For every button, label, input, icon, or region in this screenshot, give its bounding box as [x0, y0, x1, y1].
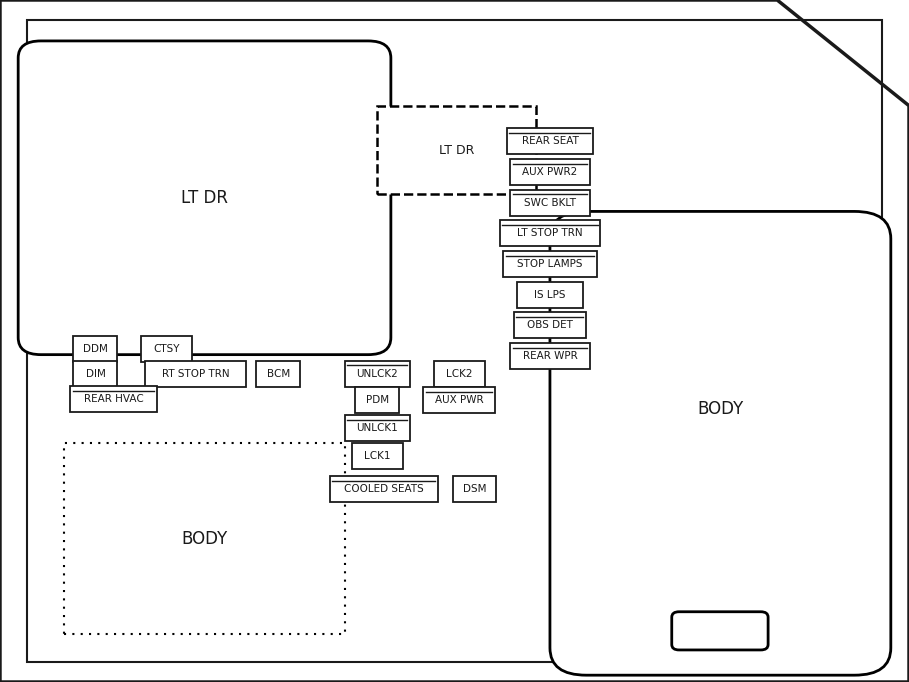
Text: UNLCK2: UNLCK2 [356, 369, 398, 379]
Text: PDM: PDM [365, 396, 389, 405]
Bar [74, 336, 117, 362]
Bar [355, 387, 399, 413]
Text: BCM: BCM [266, 369, 290, 379]
Bar [517, 282, 583, 308]
Bar [510, 190, 590, 216]
Text: LT DR: LT DR [439, 143, 474, 157]
FancyBboxPatch shape [18, 41, 391, 355]
FancyBboxPatch shape [550, 211, 891, 675]
Bar [345, 361, 410, 387]
Text: RT STOP TRN: RT STOP TRN [162, 369, 229, 379]
Bar [345, 415, 410, 441]
Text: OBS DET: OBS DET [527, 321, 573, 330]
Bar [70, 386, 157, 412]
Bar [423, 387, 495, 413]
Bar [506, 128, 594, 154]
Text: DIM: DIM [85, 369, 105, 379]
Bar [377, 106, 536, 194]
Text: LCK1: LCK1 [364, 451, 391, 460]
Text: AUX PWR2: AUX PWR2 [523, 167, 577, 177]
Text: DSM: DSM [463, 484, 486, 494]
Text: REAR HVAC: REAR HVAC [84, 394, 144, 404]
Text: STOP LAMPS: STOP LAMPS [517, 259, 583, 269]
Text: BODY: BODY [697, 400, 744, 418]
Text: IS LPS: IS LPS [534, 290, 565, 299]
Text: LT DR: LT DR [181, 189, 228, 207]
Text: AUX PWR: AUX PWR [435, 396, 484, 405]
Bar [453, 476, 496, 502]
Text: UNLCK1: UNLCK1 [356, 424, 398, 433]
Bar [504, 251, 596, 277]
Text: REAR WPR: REAR WPR [523, 351, 577, 361]
Bar [434, 361, 484, 387]
Text: BODY: BODY [182, 530, 227, 548]
Text: LT STOP TRN: LT STOP TRN [517, 228, 583, 238]
Bar [141, 336, 192, 362]
Text: COOLED SEATS: COOLED SEATS [344, 484, 424, 494]
Bar [510, 159, 590, 185]
Bar [514, 312, 586, 338]
Bar [330, 476, 437, 502]
Text: REAR SEAT: REAR SEAT [522, 136, 578, 146]
Bar [145, 361, 245, 387]
Text: CTSY: CTSY [153, 344, 180, 354]
Bar [74, 361, 117, 387]
Bar [510, 343, 590, 369]
Bar [500, 220, 600, 246]
Text: SWC BKLT: SWC BKLT [524, 198, 576, 207]
Bar [352, 443, 403, 469]
FancyBboxPatch shape [672, 612, 768, 650]
Text: LCK2: LCK2 [445, 369, 473, 379]
Bar [64, 443, 345, 634]
Bar [256, 361, 300, 387]
Text: DDM: DDM [83, 344, 108, 354]
